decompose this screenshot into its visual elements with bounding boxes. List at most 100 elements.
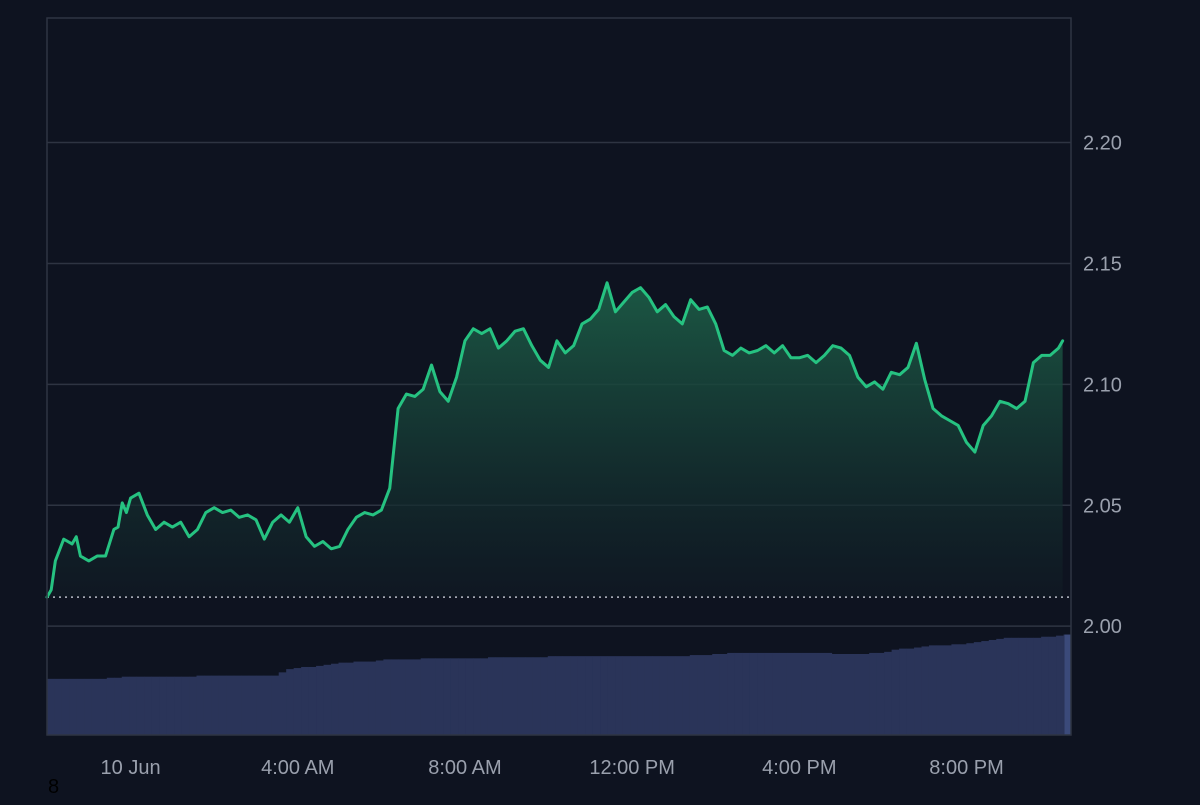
volume-bar	[360, 661, 369, 735]
volume-bar	[413, 659, 422, 735]
volume-bar	[622, 656, 631, 735]
volume-bar	[203, 675, 212, 735]
volume-bar	[91, 678, 100, 735]
volume-bar	[876, 652, 885, 735]
volume-bar	[54, 678, 63, 735]
volume-bar	[443, 658, 451, 735]
volume-bar	[607, 656, 616, 735]
volume-bar	[839, 654, 848, 735]
volume-bar	[697, 655, 706, 735]
line-layer	[45, 281, 1065, 599]
volume-bar	[727, 652, 735, 735]
y-tick-label: 2.15	[1083, 253, 1122, 275]
x-tick-label: 8:00 PM	[929, 757, 1003, 779]
volume-bar	[196, 675, 205, 735]
volume-bar	[981, 641, 990, 735]
x-axis-ticks: 10 Jun 4:00 AM 8:00 AM 12:00 PM 4:00 PM 8:00 …	[101, 757, 1004, 779]
volume-bar	[301, 666, 309, 735]
volume-bar	[211, 675, 220, 735]
volume-bar	[809, 652, 818, 735]
volume-bar	[555, 656, 564, 735]
volume-bar	[816, 652, 825, 735]
volume-bar	[353, 661, 362, 735]
volume-bar	[667, 656, 676, 735]
volume-bar	[943, 645, 952, 735]
volume-bar	[233, 675, 242, 735]
volume-bar	[958, 644, 967, 735]
y-tick-label: 2.05	[1083, 495, 1122, 517]
volume-bar	[166, 676, 175, 735]
volume-bar	[450, 658, 459, 735]
volume-bar	[630, 656, 638, 735]
volume-bar	[106, 677, 115, 735]
volume-bar	[996, 638, 1005, 735]
volume-bar	[742, 652, 750, 735]
x-tick-label: 4:00 AM	[261, 757, 334, 779]
volume-bar	[458, 658, 466, 735]
volume-bar	[383, 659, 392, 735]
volume-bar	[510, 657, 519, 735]
volume-bar	[1003, 637, 1012, 735]
volume-bar	[435, 658, 444, 735]
volume-bar	[76, 678, 85, 735]
volume-bar	[286, 669, 294, 735]
volume-bar	[577, 656, 586, 735]
volume-bar	[181, 676, 190, 735]
volume-bar	[869, 652, 877, 735]
volume-bar	[331, 663, 339, 735]
volume-bar	[988, 639, 997, 735]
volume-bar	[682, 656, 691, 735]
volume-bar	[914, 647, 922, 735]
volume-bar	[1041, 636, 1049, 735]
volume-bar	[899, 648, 907, 735]
volume-bar	[547, 656, 556, 735]
volume-bar	[779, 652, 788, 735]
volume-bar	[734, 652, 743, 735]
volume-bar	[719, 654, 728, 735]
volume-bar	[921, 646, 930, 735]
volume-bar	[398, 659, 407, 735]
volume-bar	[465, 658, 474, 735]
volume-bar	[480, 658, 489, 735]
volume-bar	[854, 654, 863, 735]
volume-bar	[495, 657, 504, 735]
volume-bar	[121, 676, 130, 735]
volume-bar	[1026, 637, 1034, 735]
volume-bar	[1011, 637, 1019, 735]
volume-bar	[1056, 635, 1064, 735]
volume-bar	[278, 672, 287, 735]
volume-bar	[824, 652, 833, 735]
price-area	[47, 282, 1063, 598]
volume-bar	[570, 656, 578, 735]
volume-bar	[144, 676, 152, 735]
volume-bar	[689, 655, 698, 735]
volume-bar	[652, 656, 661, 735]
volume-bar	[712, 654, 721, 735]
volume-bar	[540, 657, 549, 735]
volume-bar	[600, 656, 608, 735]
volume-bar	[345, 662, 354, 735]
x-tick-label: 10 Jun	[101, 757, 161, 779]
x-tick-label: 8:00 AM	[428, 757, 501, 779]
volume-bar	[906, 648, 915, 735]
volume-bar	[928, 645, 937, 735]
volume-bar	[1048, 636, 1057, 735]
volume-bar	[704, 655, 713, 735]
volume-bar	[47, 678, 55, 735]
volume-bar	[786, 652, 795, 735]
volume-bar	[316, 665, 324, 735]
volume-bar	[749, 652, 758, 735]
volume-bar	[368, 661, 377, 735]
corner-label: 8	[48, 776, 60, 798]
volume-bar	[615, 656, 623, 735]
volume-bar	[114, 677, 123, 735]
volume-bar	[241, 675, 250, 735]
volume-bar	[263, 675, 272, 735]
volume-bar	[644, 656, 653, 735]
volume-bar	[136, 676, 145, 735]
volume-bar	[757, 652, 765, 735]
volume-bar	[659, 656, 668, 735]
x-tick-label: 4:00 PM	[762, 757, 836, 779]
volume-bar	[951, 644, 960, 735]
